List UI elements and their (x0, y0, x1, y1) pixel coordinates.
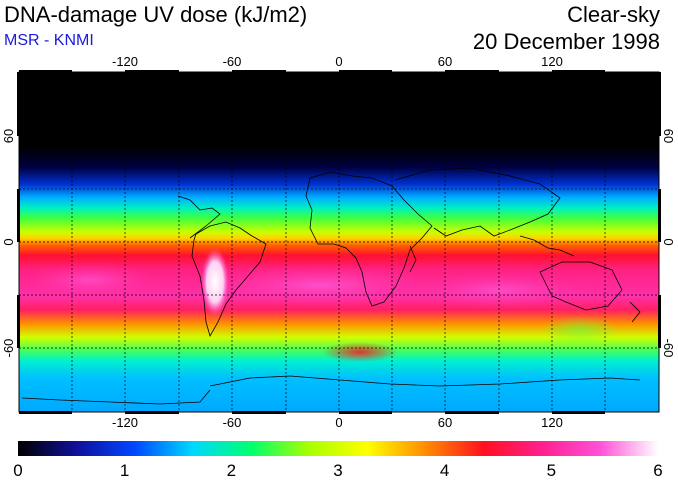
colorbar (18, 441, 658, 456)
coastlines (21, 167, 641, 405)
colorbar-tick-label: 6 (653, 461, 662, 480)
lon-label-top: -60 (223, 54, 242, 69)
colorbar-tick-label: 1 (120, 461, 129, 480)
colorbar-tick-label: 0 (13, 461, 22, 480)
lon-label-top: -120 (112, 54, 138, 69)
colorbar-labels: 0 1 2 3 4 5 6 (13, 461, 662, 480)
lon-label-bottom: -120 (112, 415, 138, 430)
lat-label-right: 60 (661, 129, 676, 143)
graticule (19, 72, 659, 412)
condition-label: Clear-sky (567, 2, 660, 27)
lat-label-left: 60 (1, 129, 16, 143)
lon-label-top: 120 (541, 54, 563, 69)
lon-label-bottom: 0 (335, 415, 342, 430)
colorbar-tick-label: 2 (227, 461, 236, 480)
map-border (18, 71, 660, 413)
lon-label-top: 0 (335, 54, 342, 69)
lat-label-left: -60 (1, 339, 16, 358)
date-label: 20 December 1998 (472, 29, 660, 54)
colorbar-tick-label: 3 (333, 461, 342, 480)
source-label: MSR - KNMI (4, 32, 94, 49)
lon-label-top: 60 (438, 54, 452, 69)
colorbar-tick-label: 4 (440, 461, 449, 480)
colorbar-tick-label: 5 (547, 461, 556, 480)
lat-label-right: 0 (661, 238, 676, 245)
lon-label-bottom: -60 (223, 415, 242, 430)
lat-label-left: 0 (1, 238, 16, 245)
lon-label-bottom: 120 (541, 415, 563, 430)
map-title: DNA-damage UV dose (kJ/m2) (4, 2, 308, 27)
lon-label-bottom: 60 (438, 415, 452, 430)
lat-label-right: -60 (661, 339, 676, 358)
